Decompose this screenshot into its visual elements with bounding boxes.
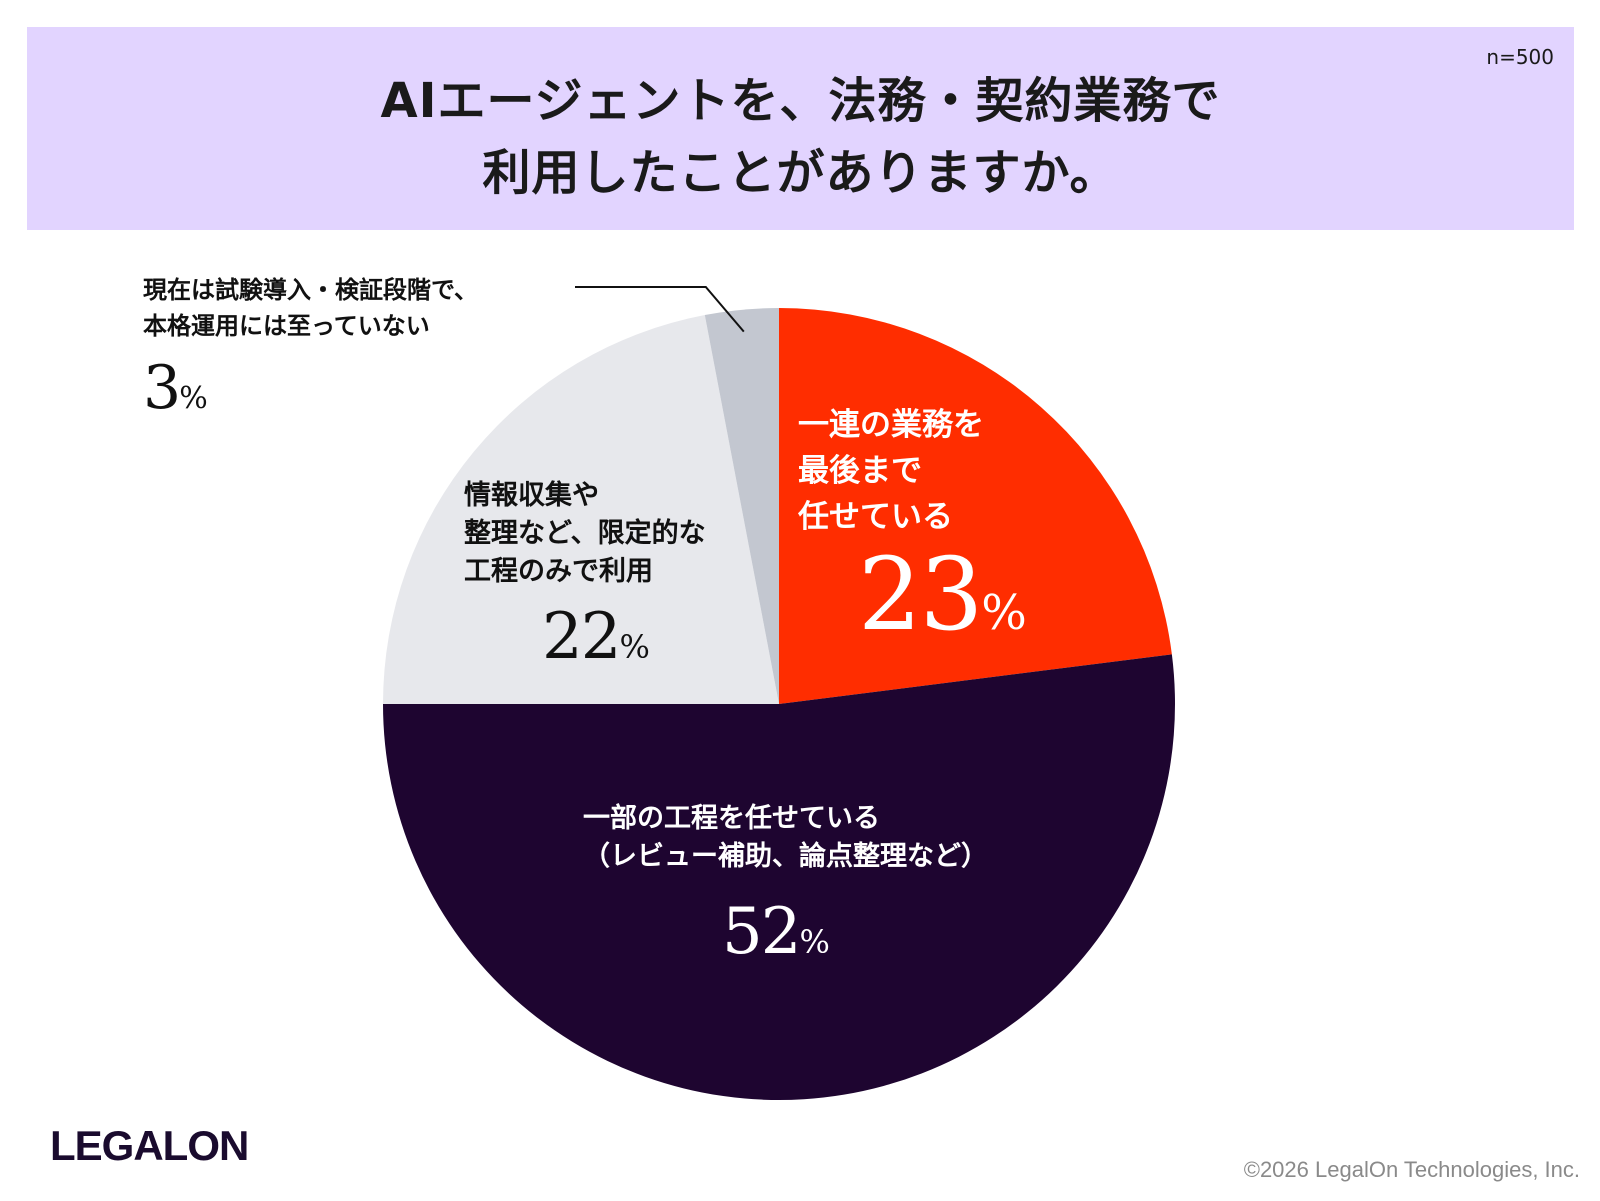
pie-slice-limited (383, 315, 779, 704)
slice-value-trial-number: 3 (143, 353, 181, 423)
sample-size: n=500 (1486, 45, 1554, 69)
slice-label-limited: 情報収集や 整理など、限定的な 工程のみで利用 (464, 477, 706, 591)
slice-label-full: 一連の業務を 最後まで 任せている (798, 402, 984, 540)
slice-value-partial-number: 52 (722, 895, 801, 969)
slice-value-partial: 52% (722, 895, 830, 979)
slice-value-limited-percent: % (619, 628, 650, 666)
slice-label-limited-line-3: 工程のみで利用 (464, 556, 653, 587)
chart-header: AIエージェントを、法務・契約業務で 利用したことがありますか。 n=500 (27, 27, 1574, 230)
slice-value-trial-percent: % (179, 381, 208, 416)
title-line-1: AIエージェントを、法務・契約業務で (380, 73, 1221, 129)
slice-value-full-percent: % (981, 585, 1027, 641)
slice-value-limited: 22% (542, 600, 650, 684)
pie-slice-trial (704, 308, 779, 704)
slice-label-partial-line-1: 一部の工程を任せている (583, 803, 880, 834)
slice-label-partial: 一部の工程を任せている （レビュー補助、論点整理など） (583, 800, 988, 876)
slice-value-partial-percent: % (799, 923, 830, 961)
slice-label-limited-line-1: 情報収集や (464, 480, 599, 511)
pie-slice-full (779, 308, 1172, 704)
slice-value-limited-number: 22 (542, 600, 621, 674)
slice-label-limited-line-2: 整理など、限定的な (464, 518, 706, 549)
slice-label-partial-line-2: （レビュー補助、論点整理など） (583, 841, 988, 872)
title-line-2: 利用したことがありますか。 (482, 145, 1119, 201)
slice-value-full-number: 23 (858, 536, 983, 653)
slice-label-trial: 現在は試験導入・検証段階で、 本格運用には至っていない (143, 272, 478, 344)
slice-label-full-line-3: 任せている (798, 499, 953, 535)
legalon-logo: LEGALON (50, 1122, 249, 1169)
slice-label-trial-line-2: 本格運用には至っていない (143, 312, 430, 340)
slice-label-full-line-1: 一連の業務を (798, 407, 984, 443)
leader-line-trial (575, 286, 745, 333)
slice-label-trial-line-1: 現在は試験導入・検証段階で、 (143, 276, 479, 304)
chart-title: AIエージェントを、法務・契約業務で 利用したことがありますか。 (27, 65, 1574, 209)
slice-value-trial: 3% (143, 355, 208, 432)
copyright: ©2026 LegalOn Technologies, Inc. (1243, 1157, 1580, 1182)
slice-label-full-line-2: 最後まで (798, 453, 922, 489)
slice-value-full: 23% (858, 540, 1027, 668)
pie-slice-partial (383, 654, 1175, 1100)
